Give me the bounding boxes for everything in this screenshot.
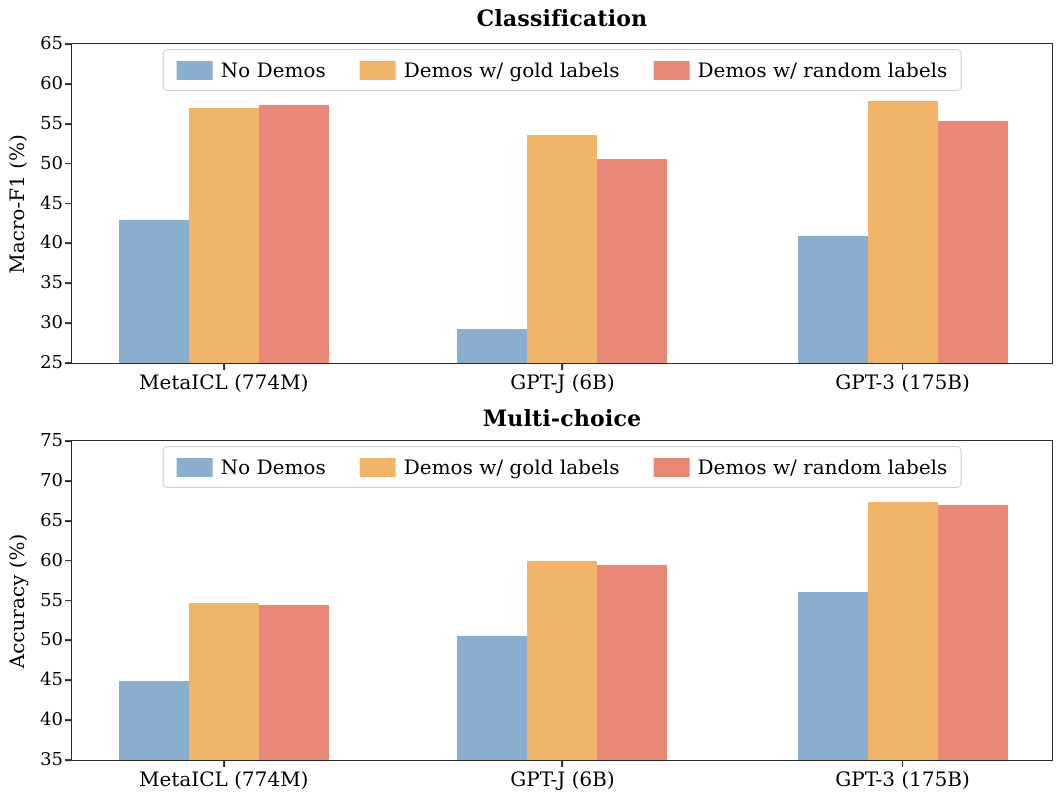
bar-no-demos xyxy=(457,636,528,760)
y-tick-label: 30 xyxy=(40,312,63,334)
y-tick-label: 60 xyxy=(40,72,63,94)
bar-demos-w-gold-labels xyxy=(188,107,259,363)
legend: No Demos Demos w/ gold labels Demos w/ ran… xyxy=(162,49,962,91)
legend-item: Demos w/ gold labels xyxy=(359,58,620,82)
x-tick-mark xyxy=(222,364,225,370)
y-tick-label: 60 xyxy=(40,549,63,571)
legend-item: No Demos xyxy=(176,58,326,82)
x-tick-label: GPT-J (6B) xyxy=(510,767,615,791)
legend-item: No Demos xyxy=(176,455,326,479)
y-tick-label: 35 xyxy=(40,749,63,770)
legend-swatch-icon xyxy=(176,60,213,80)
legend-label: Demos w/ gold labels xyxy=(403,455,620,479)
bar-demos-w-random-labels xyxy=(597,565,668,760)
y-tick-label: 55 xyxy=(40,589,63,611)
y-tick-label: 65 xyxy=(40,509,63,531)
legend-label: Demos w/ gold labels xyxy=(403,58,620,82)
y-axis-label: Macro-F1 (%) xyxy=(5,134,29,274)
y-tick-mark xyxy=(65,559,71,562)
legend-label: No Demos xyxy=(220,58,326,82)
bar-demos-w-gold-labels xyxy=(867,501,938,760)
y-axis-label: Accuracy (%) xyxy=(5,533,29,669)
y-tick-label: 75 xyxy=(40,430,63,451)
y-tick-mark xyxy=(65,440,71,442)
bar-demos-w-random-labels xyxy=(258,604,329,760)
bar-no-demos xyxy=(797,591,868,760)
bar-no-demos xyxy=(118,681,189,760)
y-tick-mark xyxy=(65,639,71,642)
bar-demos-w-random-labels xyxy=(597,158,668,363)
y-tick-mark xyxy=(65,242,71,245)
y-tick-mark xyxy=(65,599,71,602)
x-tick-label: GPT-J (6B) xyxy=(510,370,615,394)
y-tick-label: 40 xyxy=(40,232,63,254)
chart-classification: Classification Macro-F1 (%) 65 60 55 50 45 40… xyxy=(5,6,1053,393)
y-tick-mark xyxy=(65,282,71,285)
chart-multi-choice: Multi-choice Accuracy (%) 75 70 65 60 55 50 45… xyxy=(0,403,1064,806)
plot-area: 75 70 65 60 55 50 45 40 35 MetaICL (774M) GPT-J (6… xyxy=(40,432,1053,790)
x-tick-label: MetaICL (774M) xyxy=(139,370,309,394)
y-tick-label: 70 xyxy=(40,469,63,491)
legend-swatch-icon xyxy=(176,457,213,477)
bar-no-demos xyxy=(797,236,868,363)
legend-label: Demos w/ random labels xyxy=(697,58,948,82)
legend-swatch-icon xyxy=(359,457,396,477)
y-tick-mark xyxy=(65,519,71,522)
y-tick-mark xyxy=(65,479,71,482)
bar-demos-w-random-labels xyxy=(937,504,1008,760)
y-tick-mark xyxy=(65,82,71,85)
x-tick-label: GPT-3 (175B) xyxy=(835,370,970,394)
legend-item: Demos w/ random labels xyxy=(653,455,947,479)
y-tick-mark xyxy=(65,322,71,325)
bar-no-demos xyxy=(118,220,189,363)
x-tick-mark xyxy=(222,761,225,767)
y-tick-label: 45 xyxy=(40,192,63,214)
legend-item: Demos w/ gold labels xyxy=(359,455,620,479)
legend-label: Demos w/ random labels xyxy=(697,455,948,479)
legend: No Demos Demos w/ gold labels Demos w/ ran… xyxy=(162,446,962,488)
x-tick-label: MetaICL (774M) xyxy=(139,767,309,791)
x-tick-mark xyxy=(561,364,564,370)
bar-demos-w-gold-labels xyxy=(527,134,598,363)
chart-title: Classification xyxy=(476,6,648,32)
chart-title: Multi-choice xyxy=(482,406,642,432)
x-tick-label: GPT-3 (175B) xyxy=(835,767,970,791)
x-tick-mark xyxy=(561,761,564,767)
y-tick-mark xyxy=(65,162,71,165)
y-tick-label: 25 xyxy=(40,352,63,373)
y-tick-mark xyxy=(65,202,71,205)
legend-swatch-icon xyxy=(653,60,690,80)
y-tick-label: 65 xyxy=(40,33,63,54)
y-tick-label: 50 xyxy=(40,152,63,174)
bar-demos-w-gold-labels xyxy=(867,101,938,363)
legend-label: No Demos xyxy=(220,455,326,479)
y-tick-mark xyxy=(65,679,71,682)
y-tick-label: 35 xyxy=(40,272,63,294)
y-tick-label: 40 xyxy=(40,709,63,731)
bar-demos-w-gold-labels xyxy=(188,602,259,760)
x-tick-mark xyxy=(901,364,904,370)
bar-demos-w-random-labels xyxy=(937,121,1008,363)
bar-no-demos xyxy=(457,328,528,363)
legend-swatch-icon xyxy=(359,60,396,80)
bar-demos-w-gold-labels xyxy=(527,561,598,760)
legend-swatch-icon xyxy=(653,457,690,477)
y-tick-label: 50 xyxy=(40,629,63,651)
y-tick-mark xyxy=(65,122,71,125)
bar-demos-w-random-labels xyxy=(258,104,329,363)
plot-area: 65 60 55 50 45 40 35 30 25 MetaICL (774M) GPT-J (6… xyxy=(40,35,1053,393)
x-tick-mark xyxy=(901,761,904,767)
y-tick-mark xyxy=(65,719,71,722)
y-tick-mark xyxy=(65,759,71,761)
y-tick-mark xyxy=(65,43,71,45)
y-tick-mark xyxy=(65,362,71,364)
y-tick-label: 55 xyxy=(40,112,63,134)
legend-item: Demos w/ random labels xyxy=(653,58,947,82)
y-tick-label: 45 xyxy=(40,669,63,691)
